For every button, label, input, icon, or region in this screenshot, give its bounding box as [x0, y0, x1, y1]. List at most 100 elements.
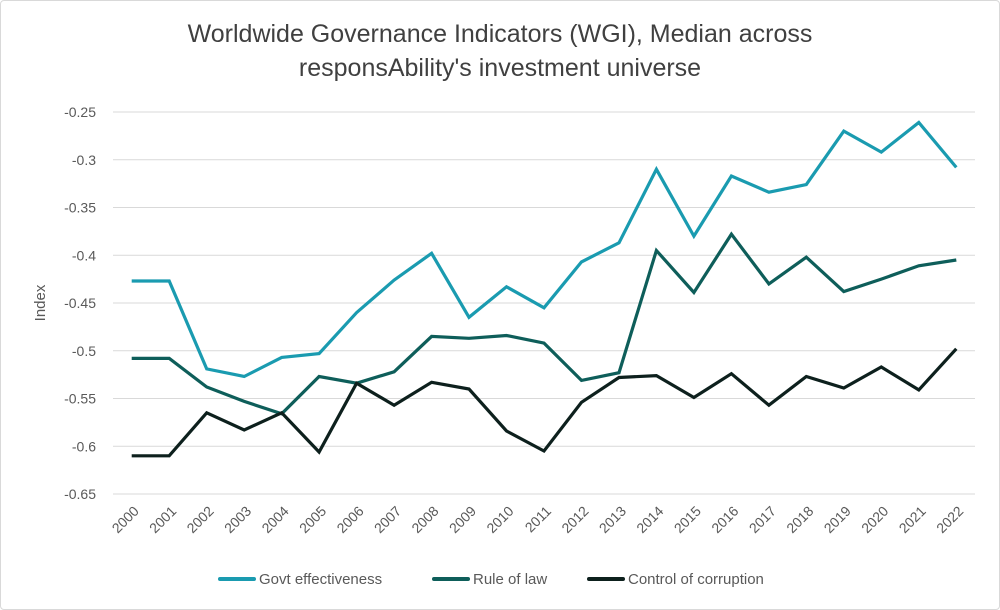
legend-label: Rule of law — [473, 570, 548, 588]
data-point — [804, 255, 808, 259]
data-point — [617, 241, 621, 245]
chart-title-line-2: responsAbility's investment universe — [298, 54, 702, 82]
data-point — [729, 372, 733, 376]
data-point — [205, 411, 209, 415]
x-tick-label: 2005 — [296, 503, 329, 536]
data-point — [804, 375, 808, 379]
x-tick-label: 2002 — [183, 503, 216, 536]
data-point — [729, 174, 733, 178]
x-tick-label: 2011 — [522, 503, 555, 536]
data-point — [729, 232, 733, 236]
x-tick-label: 2016 — [708, 503, 741, 536]
legend-label: Govt effectiveness — [259, 570, 383, 588]
data-point — [617, 371, 621, 375]
series-line-control-of-corruption — [131, 347, 958, 458]
x-tick-label: 2009 — [446, 503, 479, 536]
x-tick-label: 2018 — [783, 503, 816, 536]
data-point — [654, 374, 658, 378]
x-tick-label: 2014 — [633, 503, 666, 536]
x-axis-ticks: 2000 2001 2002 2003 2004 2005 2006 2007 2008 2009… — [109, 503, 967, 536]
data-point — [767, 282, 771, 286]
data-point — [392, 403, 396, 407]
legend-swatch-govt-effectiveness — [218, 577, 256, 581]
data-point — [542, 341, 546, 345]
data-point — [654, 167, 658, 171]
data-point — [617, 375, 621, 379]
y-axis-ticks: -0.25 -0.3 -0.35 -0.4 -0.45 -0.5 -0.55 -0.6 -0.6… — [64, 104, 96, 502]
y-tick-label: -0.3 — [72, 152, 96, 168]
data-point — [917, 121, 921, 125]
data-point — [467, 315, 471, 319]
data-point — [130, 279, 134, 283]
legend: Govt effectiveness Rule of law Control o… — [0, 568, 1000, 590]
legend-item-govt-effectiveness[interactable]: Govt effectiveness — [218, 568, 382, 590]
x-tick-label: 2017 — [746, 503, 779, 536]
data-point — [242, 428, 246, 432]
series-line-govt-effectiveness — [131, 120, 958, 379]
y-tick-label: -0.6 — [72, 438, 96, 454]
data-point — [804, 183, 808, 187]
x-tick-label: 2012 — [558, 503, 591, 536]
gridlines — [113, 111, 975, 495]
y-tick-label: -0.65 — [64, 486, 96, 502]
data-point — [355, 381, 359, 385]
data-point — [167, 279, 171, 283]
x-tick-label: 2019 — [821, 503, 854, 536]
data-point — [879, 277, 883, 281]
x-tick-label: 2004 — [258, 503, 291, 536]
data-point — [430, 334, 434, 338]
data-point — [579, 378, 583, 382]
y-tick-label: -0.4 — [72, 247, 96, 263]
x-tick-label: 2015 — [671, 503, 704, 536]
data-point — [654, 248, 658, 252]
data-point — [130, 356, 134, 360]
legend-item-rule-of-law[interactable]: Rule of law — [432, 568, 547, 590]
data-point — [579, 400, 583, 404]
y-tick-label: -0.5 — [72, 343, 96, 359]
data-point — [505, 333, 509, 337]
data-point — [542, 306, 546, 310]
data-point — [879, 365, 883, 369]
data-point — [242, 399, 246, 403]
data-point — [954, 165, 958, 169]
data-point — [242, 375, 246, 379]
legend-swatch-control-of-corruption — [587, 577, 625, 581]
chart-title-line-1: Worldwide Governance Indicators (WGI), M… — [187, 20, 813, 48]
data-point — [467, 336, 471, 340]
data-point — [917, 264, 921, 268]
data-point — [167, 454, 171, 458]
series-lines — [130, 120, 958, 458]
data-point — [130, 454, 134, 458]
data-point — [505, 285, 509, 289]
data-point — [392, 278, 396, 282]
data-point — [879, 150, 883, 154]
data-point — [767, 190, 771, 194]
data-point — [317, 375, 321, 379]
data-point — [167, 356, 171, 360]
x-tick-label: 2020 — [858, 503, 891, 536]
data-point — [954, 258, 958, 262]
data-point — [842, 386, 846, 390]
data-point — [430, 380, 434, 384]
data-point — [430, 251, 434, 255]
data-point — [842, 290, 846, 294]
y-axis-title: Index — [32, 284, 49, 321]
series-line-rule-of-law — [131, 231, 957, 416]
data-point — [355, 311, 359, 315]
data-point — [280, 411, 284, 415]
legend-swatch-rule-of-law — [432, 577, 470, 581]
data-point — [579, 260, 583, 264]
x-tick-label: 2007 — [371, 503, 404, 536]
y-tick-label: -0.45 — [64, 295, 96, 311]
data-point — [692, 290, 696, 294]
legend-item-control-of-corruption[interactable]: Control of corruption — [587, 568, 764, 590]
data-point — [392, 370, 396, 374]
data-point — [954, 347, 958, 351]
x-tick-label: 2013 — [596, 503, 629, 536]
data-point — [467, 387, 471, 391]
y-tick-label: -0.55 — [64, 391, 96, 407]
x-tick-label: 2006 — [333, 503, 366, 536]
data-point — [317, 352, 321, 356]
x-tick-label: 2008 — [408, 503, 441, 536]
